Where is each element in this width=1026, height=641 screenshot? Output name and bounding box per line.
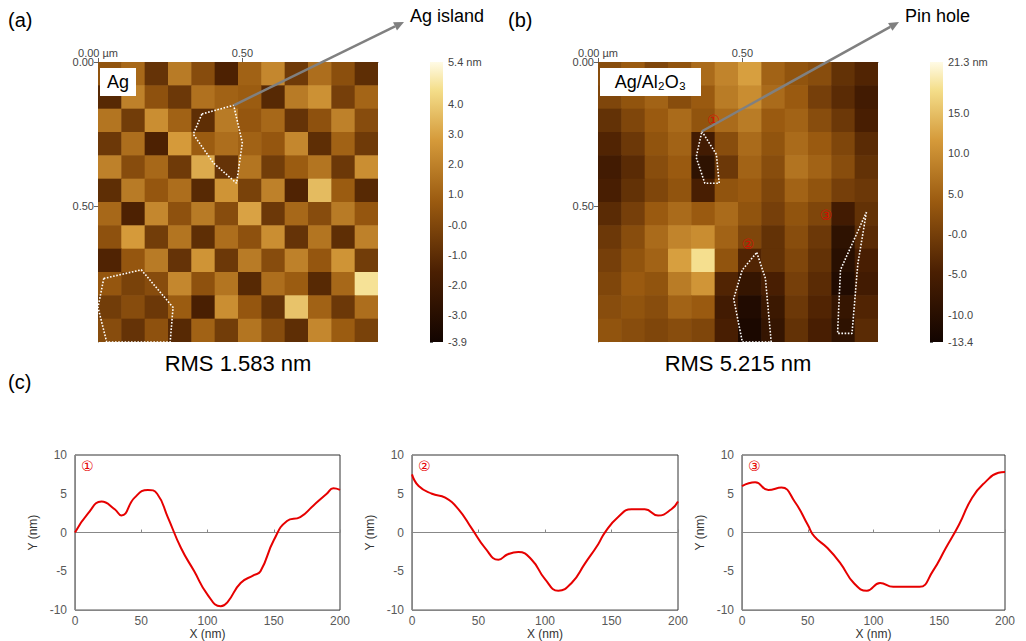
svg-text:(c): (c) bbox=[8, 371, 31, 393]
svg-text:100: 100 bbox=[863, 614, 883, 628]
svg-text:-3.9: -3.9 bbox=[448, 336, 467, 348]
svg-text:10: 10 bbox=[721, 448, 735, 462]
svg-text:-10: -10 bbox=[50, 603, 68, 617]
svg-text:-5: -5 bbox=[723, 564, 734, 578]
svg-text:5.4 nm: 5.4 nm bbox=[448, 56, 482, 68]
svg-text:-10: -10 bbox=[717, 603, 735, 617]
svg-text:②: ② bbox=[418, 458, 431, 474]
svg-text:150: 150 bbox=[601, 614, 621, 628]
svg-text:X (nm): X (nm) bbox=[856, 627, 892, 641]
svg-text:200: 200 bbox=[330, 614, 350, 628]
svg-text:X (nm): X (nm) bbox=[190, 627, 226, 641]
svg-text:-0.0: -0.0 bbox=[448, 219, 467, 231]
svg-text:Ag/Al₂O₃: Ag/Al₂O₃ bbox=[615, 72, 686, 92]
svg-text:0: 0 bbox=[60, 526, 67, 540]
svg-text:50: 50 bbox=[801, 614, 815, 628]
svg-text:0: 0 bbox=[727, 526, 734, 540]
svg-text:0.00 µm: 0.00 µm bbox=[578, 47, 618, 59]
svg-text:5: 5 bbox=[727, 487, 734, 501]
svg-text:0.00 µm: 0.00 µm bbox=[78, 47, 118, 59]
svg-text:4.0: 4.0 bbox=[448, 98, 463, 110]
svg-text:0.00: 0.00 bbox=[72, 56, 94, 68]
svg-text:-0.0: -0.0 bbox=[948, 228, 967, 240]
svg-text:Ag: Ag bbox=[107, 72, 129, 92]
svg-text:-3.0: -3.0 bbox=[448, 309, 467, 321]
svg-text:200: 200 bbox=[995, 614, 1015, 628]
svg-text:-5: -5 bbox=[56, 564, 67, 578]
svg-text:0: 0 bbox=[397, 526, 404, 540]
svg-text:-13.4: -13.4 bbox=[948, 336, 973, 348]
svg-text:-1.0: -1.0 bbox=[448, 249, 467, 261]
svg-text:(b): (b) bbox=[508, 9, 532, 31]
svg-text:0.00: 0.00 bbox=[572, 56, 594, 68]
svg-text:-10: -10 bbox=[387, 603, 405, 617]
svg-text:150: 150 bbox=[929, 614, 949, 628]
svg-text:(a): (a) bbox=[8, 9, 32, 31]
svg-text:X (nm): X (nm) bbox=[527, 627, 563, 641]
svg-text:Y (nm): Y (nm) bbox=[26, 515, 40, 551]
svg-text:RMS 5.215 nm: RMS 5.215 nm bbox=[665, 351, 812, 376]
svg-text:0.50: 0.50 bbox=[573, 200, 594, 212]
svg-text:-2.0: -2.0 bbox=[448, 279, 467, 291]
svg-text:5: 5 bbox=[397, 487, 404, 501]
svg-text:RMS 1.583 nm: RMS 1.583 nm bbox=[165, 351, 312, 376]
svg-text:①: ① bbox=[81, 458, 94, 474]
svg-text:Y (nm): Y (nm) bbox=[693, 515, 707, 551]
svg-text:0.50: 0.50 bbox=[732, 47, 753, 59]
svg-text:150: 150 bbox=[264, 614, 284, 628]
svg-text:-10.0: -10.0 bbox=[948, 309, 973, 321]
svg-text:③: ③ bbox=[748, 458, 761, 474]
svg-text:Ag island: Ag island bbox=[410, 6, 484, 26]
svg-text:0: 0 bbox=[739, 614, 746, 628]
svg-text:③: ③ bbox=[820, 207, 833, 223]
svg-text:-5: -5 bbox=[393, 564, 404, 578]
svg-text:0: 0 bbox=[72, 614, 79, 628]
svg-text:5: 5 bbox=[60, 487, 67, 501]
svg-text:5.0: 5.0 bbox=[948, 188, 963, 200]
svg-text:Pin hole: Pin hole bbox=[905, 6, 970, 26]
svg-text:0.50: 0.50 bbox=[73, 200, 94, 212]
svg-text:①: ① bbox=[707, 111, 720, 128]
svg-text:3.0: 3.0 bbox=[448, 128, 463, 140]
svg-text:200: 200 bbox=[668, 614, 688, 628]
svg-text:100: 100 bbox=[535, 614, 555, 628]
svg-text:50: 50 bbox=[135, 614, 149, 628]
svg-text:10: 10 bbox=[391, 448, 405, 462]
svg-text:15.0: 15.0 bbox=[948, 107, 969, 119]
svg-text:2.0: 2.0 bbox=[448, 158, 463, 170]
svg-text:10.0: 10.0 bbox=[948, 147, 969, 159]
svg-text:1.0: 1.0 bbox=[448, 188, 463, 200]
svg-text:21.3 nm: 21.3 nm bbox=[948, 56, 988, 68]
svg-text:②: ② bbox=[742, 236, 755, 252]
svg-text:Y (nm): Y (nm) bbox=[363, 515, 377, 551]
svg-text:0: 0 bbox=[409, 614, 416, 628]
svg-text:-5.0: -5.0 bbox=[948, 268, 967, 280]
svg-text:100: 100 bbox=[197, 614, 217, 628]
svg-text:50: 50 bbox=[472, 614, 486, 628]
svg-text:0.50: 0.50 bbox=[232, 47, 253, 59]
svg-text:10: 10 bbox=[54, 448, 68, 462]
